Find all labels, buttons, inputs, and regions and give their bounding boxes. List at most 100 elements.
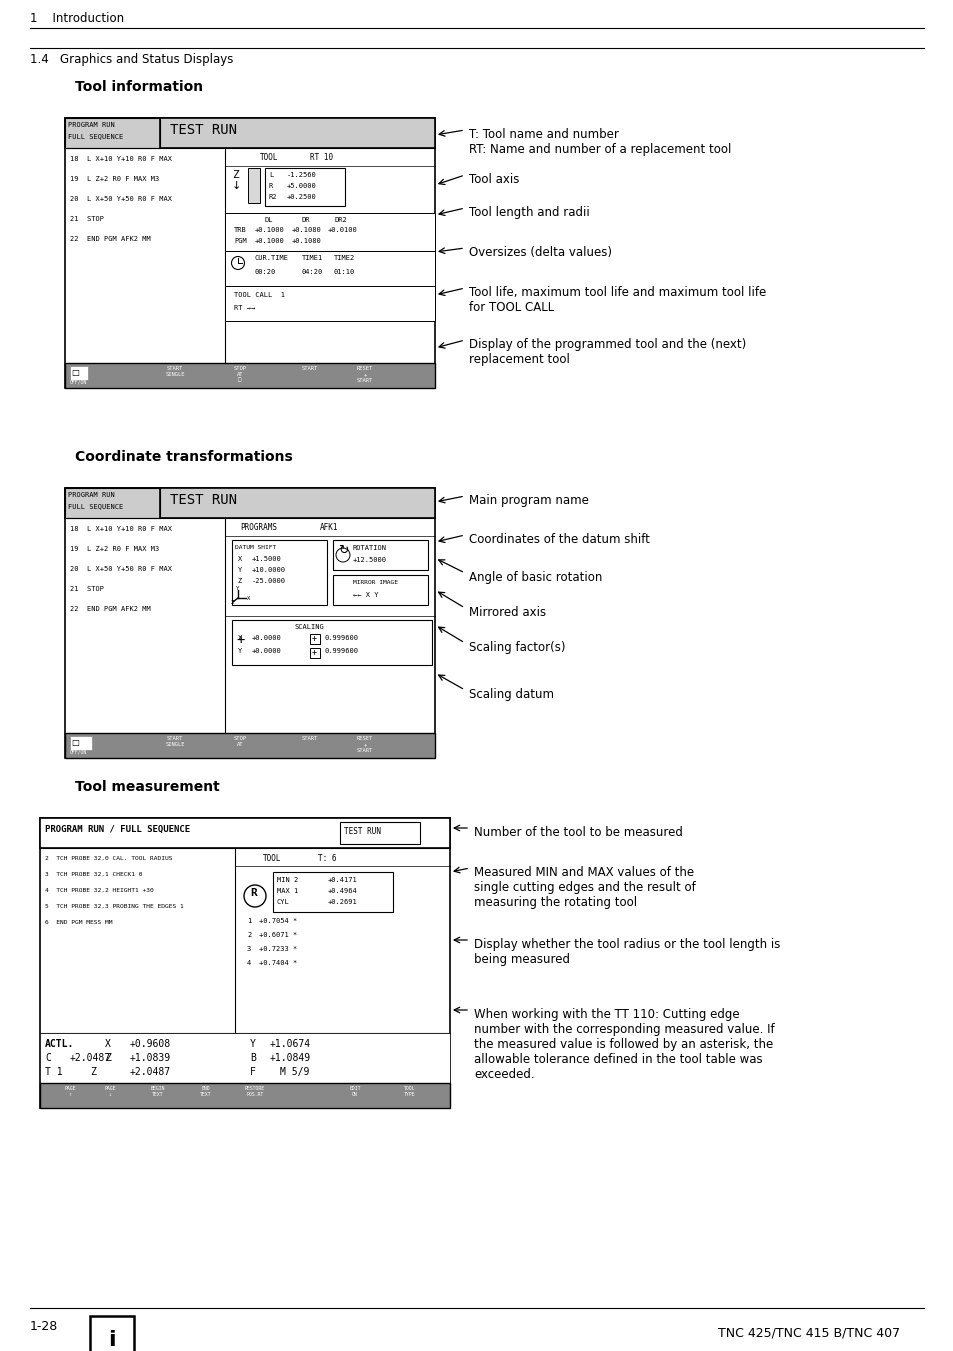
Text: Tool information: Tool information — [75, 80, 203, 95]
Text: R: R — [250, 888, 256, 898]
Text: OFF/ON: OFF/ON — [70, 748, 87, 754]
Text: PAGE
↓: PAGE ↓ — [104, 1086, 115, 1097]
Text: Y: Y — [235, 586, 239, 590]
Text: CUR.TIME: CUR.TIME — [254, 255, 289, 261]
Text: +0.7233 *: +0.7233 * — [258, 946, 297, 952]
Text: OFF/ON: OFF/ON — [70, 380, 87, 384]
Text: F: F — [250, 1067, 255, 1077]
Text: B: B — [250, 1052, 255, 1063]
Text: Tool measurement: Tool measurement — [75, 780, 219, 794]
Text: R: R — [269, 182, 273, 189]
Text: +: + — [235, 634, 244, 647]
Text: X: X — [237, 635, 242, 640]
Text: TOOL
TYPE: TOOL TYPE — [404, 1086, 416, 1097]
Text: END
TEXT: END TEXT — [200, 1086, 212, 1097]
Text: Z: Z — [231, 600, 234, 605]
Text: TIME1: TIME1 — [302, 255, 323, 261]
Text: +0.1080: +0.1080 — [292, 227, 321, 232]
Text: Coordinate transformations: Coordinate transformations — [75, 450, 293, 463]
Text: +0.2500: +0.2500 — [287, 195, 316, 200]
Bar — [40, 817, 450, 1108]
Text: Tool life, maximum tool life and maximum tool life
for TOOL CALL: Tool life, maximum tool life and maximum… — [469, 286, 765, 313]
Text: ACTL.: ACTL. — [45, 1039, 74, 1048]
Text: 22  END PGM AFK2 MM: 22 END PGM AFK2 MM — [70, 236, 151, 242]
Text: +0.0100: +0.0100 — [328, 227, 357, 232]
Bar — [70, 366, 88, 380]
Bar — [339, 821, 419, 844]
Text: T: 6: T: 6 — [317, 854, 336, 863]
Text: TIME2: TIME2 — [334, 255, 355, 261]
Bar — [225, 286, 435, 322]
Text: 0.999600: 0.999600 — [325, 635, 358, 640]
Text: Main program name: Main program name — [469, 494, 588, 507]
Text: START
SINGLE: START SINGLE — [165, 366, 185, 377]
Text: 3  TCH PROBE 32.1 CHECK1 0: 3 TCH PROBE 32.1 CHECK1 0 — [45, 871, 142, 877]
Text: 00:20: 00:20 — [254, 269, 276, 276]
Bar — [65, 363, 435, 388]
Text: MAX 1: MAX 1 — [276, 888, 298, 894]
Text: R2: R2 — [269, 195, 277, 200]
Text: MIN 2: MIN 2 — [276, 877, 298, 884]
Text: TOOL: TOOL — [260, 153, 278, 162]
Text: TOOL CALL  1: TOOL CALL 1 — [233, 292, 285, 299]
Text: 6  END PGM MESS MM: 6 END PGM MESS MM — [45, 920, 112, 925]
Text: Measured MIN and MAX values of the
single cutting edges and the result of
measur: Measured MIN and MAX values of the singl… — [474, 866, 695, 909]
Text: +: + — [312, 634, 316, 643]
Text: +: + — [312, 648, 316, 657]
Text: Z: Z — [232, 170, 238, 180]
Text: ↓: ↓ — [232, 181, 241, 190]
Text: Y: Y — [237, 648, 242, 654]
Text: 4  TCH PROBE 32.2 HEIGHT1 +30: 4 TCH PROBE 32.2 HEIGHT1 +30 — [45, 888, 153, 893]
Bar — [65, 118, 160, 149]
Text: 21  STOP: 21 STOP — [70, 586, 104, 592]
Text: M 5/9: M 5/9 — [280, 1067, 309, 1077]
Bar — [40, 1084, 450, 1108]
Text: Z: Z — [90, 1067, 95, 1077]
Bar — [310, 648, 319, 658]
Text: PROGRAM RUN: PROGRAM RUN — [68, 492, 114, 499]
Text: START: START — [301, 736, 317, 740]
Text: RESET
+
START: RESET + START — [356, 366, 373, 382]
Bar — [65, 118, 435, 388]
Text: T: Tool name and number
RT: Name and number of a replacement tool: T: Tool name and number RT: Name and num… — [469, 128, 731, 155]
Bar — [65, 734, 435, 758]
Text: C: C — [45, 1052, 51, 1063]
Text: 04:20: 04:20 — [302, 269, 323, 276]
Text: TRB: TRB — [233, 227, 247, 232]
Text: L: L — [269, 172, 273, 178]
Text: +0.4171: +0.4171 — [328, 877, 357, 884]
Bar — [90, 1316, 133, 1351]
Text: Y: Y — [237, 567, 242, 573]
Text: +2.0487: +2.0487 — [70, 1052, 111, 1063]
Text: X: X — [237, 557, 242, 562]
Text: +0.2691: +0.2691 — [328, 898, 357, 905]
Text: 0.999600: 0.999600 — [325, 648, 358, 654]
Text: PROGRAMS: PROGRAMS — [240, 523, 276, 532]
Text: ←← X Y: ←← X Y — [353, 592, 378, 598]
Text: 18  L X+10 Y+10 R0 F MAX: 18 L X+10 Y+10 R0 F MAX — [70, 526, 172, 532]
Text: Tool axis: Tool axis — [469, 173, 518, 186]
Text: 21  STOP: 21 STOP — [70, 216, 104, 222]
Bar — [65, 488, 160, 517]
Text: FULL SEQUENCE: FULL SEQUENCE — [68, 503, 123, 509]
Text: X: X — [105, 1039, 111, 1048]
Text: Number of the tool to be measured: Number of the tool to be measured — [474, 825, 682, 839]
Text: Scaling factor(s): Scaling factor(s) — [469, 640, 565, 654]
Text: 20  L X+50 Y+50 R0 F MAX: 20 L X+50 Y+50 R0 F MAX — [70, 566, 172, 571]
Text: TOOL: TOOL — [263, 854, 281, 863]
Text: □: □ — [71, 738, 79, 747]
Text: PGM: PGM — [233, 238, 247, 245]
Text: +0.4964: +0.4964 — [328, 888, 357, 894]
Bar — [333, 576, 428, 605]
Text: Z: Z — [237, 578, 242, 584]
Text: RT →→: RT →→ — [233, 305, 255, 311]
Text: Angle of basic rotation: Angle of basic rotation — [469, 571, 601, 584]
Text: +1.0839: +1.0839 — [130, 1052, 171, 1063]
Bar — [232, 540, 327, 605]
Text: 2: 2 — [247, 932, 251, 938]
Text: Y: Y — [250, 1039, 255, 1048]
Text: Scaling datum: Scaling datum — [469, 688, 554, 701]
Bar — [273, 871, 393, 912]
Text: MIRROR IMAGE: MIRROR IMAGE — [353, 580, 397, 585]
Text: TEST RUN: TEST RUN — [344, 827, 380, 836]
